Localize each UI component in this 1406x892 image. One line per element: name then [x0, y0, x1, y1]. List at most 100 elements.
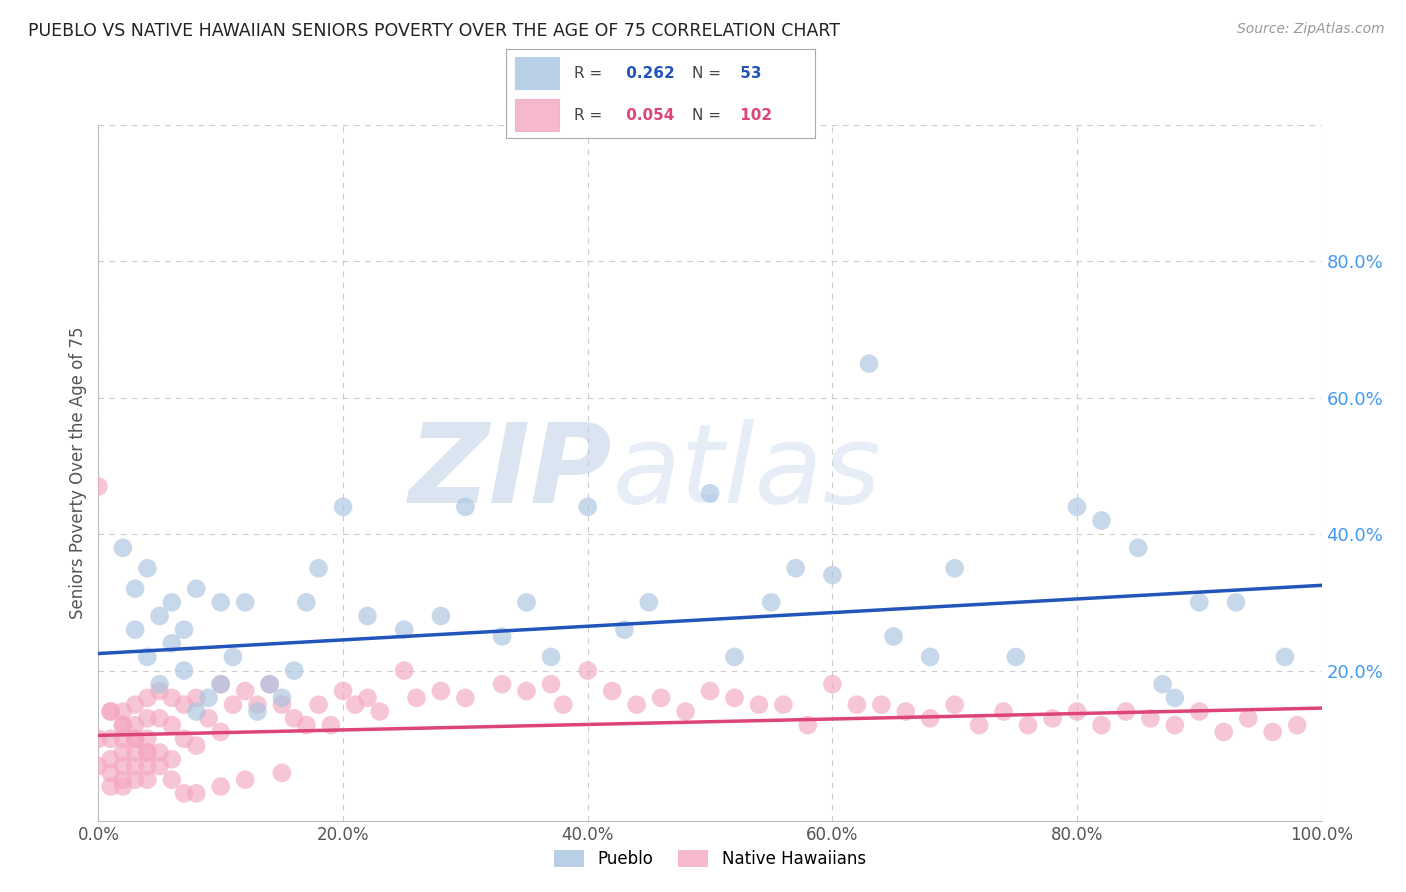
- Point: [626, 698, 648, 712]
- Point: [540, 677, 562, 691]
- Point: [160, 690, 183, 705]
- Point: [638, 595, 661, 609]
- Point: [675, 705, 697, 719]
- Point: [1261, 725, 1284, 739]
- Point: [124, 731, 146, 746]
- Point: [1225, 595, 1247, 609]
- Point: [136, 746, 159, 760]
- Text: Source: ZipAtlas.com: Source: ZipAtlas.com: [1237, 22, 1385, 37]
- Point: [1090, 718, 1112, 732]
- Point: [149, 746, 172, 760]
- Point: [368, 705, 391, 719]
- Point: [920, 649, 942, 664]
- Point: [246, 698, 269, 712]
- Point: [295, 718, 318, 732]
- Point: [136, 772, 159, 787]
- Point: [149, 609, 172, 624]
- Text: ZIP: ZIP: [409, 419, 612, 526]
- Point: [209, 725, 232, 739]
- Point: [845, 698, 868, 712]
- Point: [797, 718, 820, 732]
- Point: [515, 595, 537, 609]
- Point: [270, 698, 294, 712]
- Point: [124, 718, 146, 732]
- Point: [1237, 711, 1260, 725]
- Point: [772, 698, 794, 712]
- Point: [136, 759, 159, 773]
- Point: [209, 595, 232, 609]
- Point: [858, 357, 880, 371]
- Point: [136, 649, 159, 664]
- Point: [785, 561, 807, 575]
- Point: [259, 677, 281, 691]
- Point: [993, 705, 1015, 719]
- Point: [430, 609, 453, 624]
- Point: [233, 684, 256, 698]
- Point: [186, 786, 208, 800]
- Point: [392, 664, 416, 678]
- Point: [308, 561, 330, 575]
- Point: [332, 500, 354, 514]
- Point: [111, 541, 134, 555]
- Point: [576, 500, 599, 514]
- Text: 102: 102: [735, 108, 772, 122]
- Point: [222, 698, 245, 712]
- FancyBboxPatch shape: [516, 99, 558, 131]
- Point: [821, 568, 844, 582]
- Point: [149, 684, 172, 698]
- Point: [100, 731, 122, 746]
- Point: [515, 684, 537, 698]
- Point: [723, 649, 745, 664]
- Point: [1042, 711, 1064, 725]
- Text: N =: N =: [692, 108, 721, 122]
- Point: [392, 623, 416, 637]
- Point: [197, 690, 219, 705]
- Point: [124, 731, 146, 746]
- Point: [124, 746, 146, 760]
- Point: [405, 690, 427, 705]
- Point: [821, 677, 844, 691]
- Point: [111, 772, 134, 787]
- Point: [87, 731, 110, 746]
- Point: [149, 759, 172, 773]
- Point: [160, 595, 183, 609]
- Point: [283, 664, 305, 678]
- Point: [136, 561, 159, 575]
- Point: [160, 772, 183, 787]
- Point: [111, 705, 134, 719]
- Point: [124, 623, 146, 637]
- Text: N =: N =: [692, 66, 721, 80]
- Point: [748, 698, 770, 712]
- Point: [1164, 690, 1187, 705]
- Y-axis label: Seniors Poverty Over the Age of 75: Seniors Poverty Over the Age of 75: [69, 326, 87, 619]
- Point: [100, 765, 122, 780]
- Point: [186, 582, 208, 596]
- Point: [699, 486, 721, 500]
- Point: [111, 780, 134, 794]
- Point: [209, 677, 232, 691]
- Point: [173, 664, 195, 678]
- Point: [173, 698, 195, 712]
- Point: [319, 718, 342, 732]
- FancyBboxPatch shape: [516, 57, 558, 89]
- Text: 53: 53: [735, 66, 762, 80]
- Point: [943, 698, 966, 712]
- Point: [136, 731, 159, 746]
- Text: 0.262: 0.262: [620, 66, 675, 80]
- Point: [1188, 705, 1211, 719]
- Point: [356, 690, 378, 705]
- Point: [209, 780, 232, 794]
- Point: [430, 684, 453, 698]
- Point: [1164, 718, 1187, 732]
- Point: [100, 705, 122, 719]
- Point: [100, 780, 122, 794]
- Point: [894, 705, 917, 719]
- Point: [454, 690, 477, 705]
- Point: [111, 746, 134, 760]
- Point: [943, 561, 966, 575]
- Point: [491, 677, 513, 691]
- Point: [233, 772, 256, 787]
- Point: [186, 705, 208, 719]
- Point: [173, 623, 195, 637]
- Point: [576, 664, 599, 678]
